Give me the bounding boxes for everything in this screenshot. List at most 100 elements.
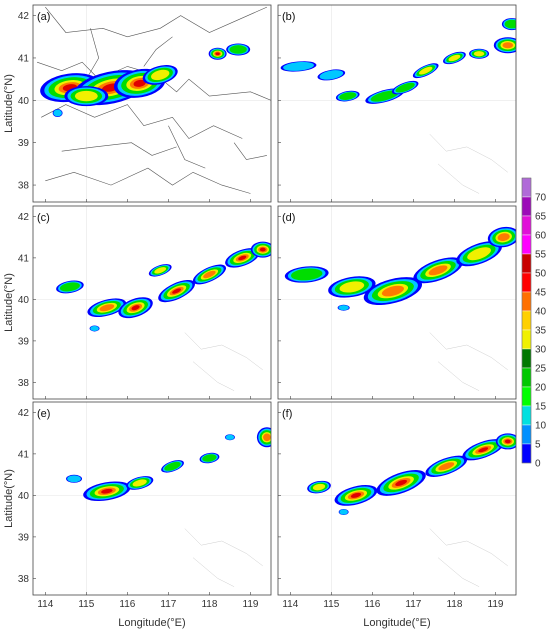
echo-cell-b-7-3 <box>473 51 485 57</box>
plot-background <box>33 5 271 202</box>
province-boundary-line <box>45 6 268 38</box>
province-boundary-line <box>429 528 508 567</box>
province-boundary-line <box>61 142 177 156</box>
echo-cell-c-2-5 <box>131 305 140 311</box>
echo-cell-a-7-1 <box>53 109 62 117</box>
panel-label: (e) <box>37 408 50 420</box>
colorbar-swatch <box>521 272 532 293</box>
lat-tick-label: 42 <box>18 408 30 419</box>
panel-frame <box>32 4 272 203</box>
colorbar-swatch <box>521 196 532 217</box>
lat-tick-label: 39 <box>18 336 30 347</box>
lat-tick-label: 39 <box>18 532 30 543</box>
lon-tick-label: 117 <box>160 599 176 610</box>
colorbar-label: 35 <box>535 326 547 337</box>
colorbar-label: 50 <box>535 269 547 280</box>
plot-background <box>33 402 271 595</box>
province-boundary-line <box>437 557 480 587</box>
map-area <box>33 402 271 595</box>
colorbar-label: 20 <box>535 383 547 394</box>
lat-tick-label: 38 <box>18 574 30 585</box>
echo-cell-e-3-2 <box>202 454 217 462</box>
province-boundary-line <box>184 332 263 371</box>
lat-tick-label: 40 <box>18 96 30 107</box>
province-boundary-line <box>184 528 263 567</box>
echo-cell-c-5-5 <box>238 255 247 261</box>
plot-background <box>278 5 516 202</box>
lat-tick-label: 41 <box>18 53 30 64</box>
province-boundary-line <box>233 142 267 160</box>
lon-tick-label: 119 <box>243 599 259 610</box>
panel-frame <box>277 4 517 203</box>
colorbar-swatch <box>521 310 532 331</box>
echo-cell-b-9-2 <box>504 19 516 29</box>
colorbar-frame <box>521 177 532 464</box>
panel-frame <box>277 401 517 596</box>
panel-frame <box>32 205 272 400</box>
lon-tick-label: 114 <box>282 599 298 610</box>
panel-d: (d) <box>277 205 517 400</box>
lat-tick-label: 42 <box>18 212 30 223</box>
province-boundary-line <box>86 28 100 80</box>
colorbar-swatch <box>521 443 532 464</box>
echo-cell-e-4-4 <box>263 433 271 442</box>
echo-cell-d-1-3 <box>339 281 365 293</box>
province-boundary-line <box>168 125 206 169</box>
echo-cell-a-5-5 <box>215 52 220 56</box>
lon-tick-label: 116 <box>119 599 135 610</box>
echo-cell-a-6-2 <box>229 45 247 54</box>
y-axis-label: Latitude(°N) <box>3 74 15 133</box>
colorbar-label: 40 <box>535 307 547 318</box>
colorbar-swatch <box>521 234 532 255</box>
echo-cell-b-5-3 <box>419 66 433 75</box>
echo-cell-e-1-3 <box>132 479 147 487</box>
echo-cell-c-4-4 <box>203 270 216 279</box>
echo-cell-d-0-2 <box>290 268 323 281</box>
colorbar-swatch <box>521 329 532 350</box>
panel-b: (b) <box>277 4 517 203</box>
colorbar-swatch <box>521 253 532 274</box>
colorbar-label: 10 <box>535 421 547 432</box>
colorbar-label: 5 <box>535 440 541 451</box>
province-boundary-line <box>429 332 508 371</box>
y-axis-label: Latitude(°N) <box>3 273 15 332</box>
lat-tick-label: 40 <box>18 295 30 306</box>
lon-tick-label: 118 <box>201 599 217 610</box>
lon-tick-label: 114 <box>37 599 53 610</box>
echo-cell-f-6-1 <box>339 509 348 515</box>
colorbar-label: 55 <box>535 250 547 261</box>
panel-f: (f) 114 115 116 117 118 119 Longitude(°E) <box>277 401 517 629</box>
colorbar-swatch <box>521 386 532 407</box>
panel-label: (c) <box>37 212 50 224</box>
colorbar-swatch <box>521 348 532 369</box>
echo-cell-a-4-3 <box>151 69 170 81</box>
echo-cell-d-5-4 <box>497 233 510 242</box>
lat-tick-label: 38 <box>18 181 30 192</box>
echo-cell-e-2-2 <box>164 461 181 471</box>
echo-cell-f-5-5 <box>504 439 511 444</box>
panel-frame <box>32 401 272 596</box>
map-area <box>33 206 271 399</box>
echo-cell-c-0-2 <box>59 282 80 292</box>
echo-cell-b-2-2 <box>339 92 357 100</box>
lon-tick-label: 117 <box>405 599 421 610</box>
colorbar-label: 65 <box>535 212 547 223</box>
lon-tick-label: 115 <box>323 599 339 610</box>
echo-cell-e-0-5 <box>101 488 113 494</box>
colorbar-label: 0 <box>535 459 541 470</box>
echo-cell-c-3-5 <box>172 288 182 294</box>
echo-cell-a-3-3 <box>74 90 98 102</box>
lon-tick-label: 116 <box>364 599 380 610</box>
colorbar-swatch <box>521 177 532 198</box>
province-boundary-line <box>437 361 480 391</box>
province-boundary-line <box>192 557 235 587</box>
panel-frame <box>277 205 517 400</box>
colorbar-swatch <box>521 291 532 312</box>
x-axis-label: Longitude(°E) <box>118 617 185 629</box>
plot-background <box>278 402 516 595</box>
panel-c: (c) 42 41 40 39 38 Latitude(°N) <box>3 205 272 400</box>
panel-label: (b) <box>282 11 295 23</box>
colorbar-label: 15 <box>535 402 547 413</box>
lon-tick-label: 115 <box>78 599 94 610</box>
